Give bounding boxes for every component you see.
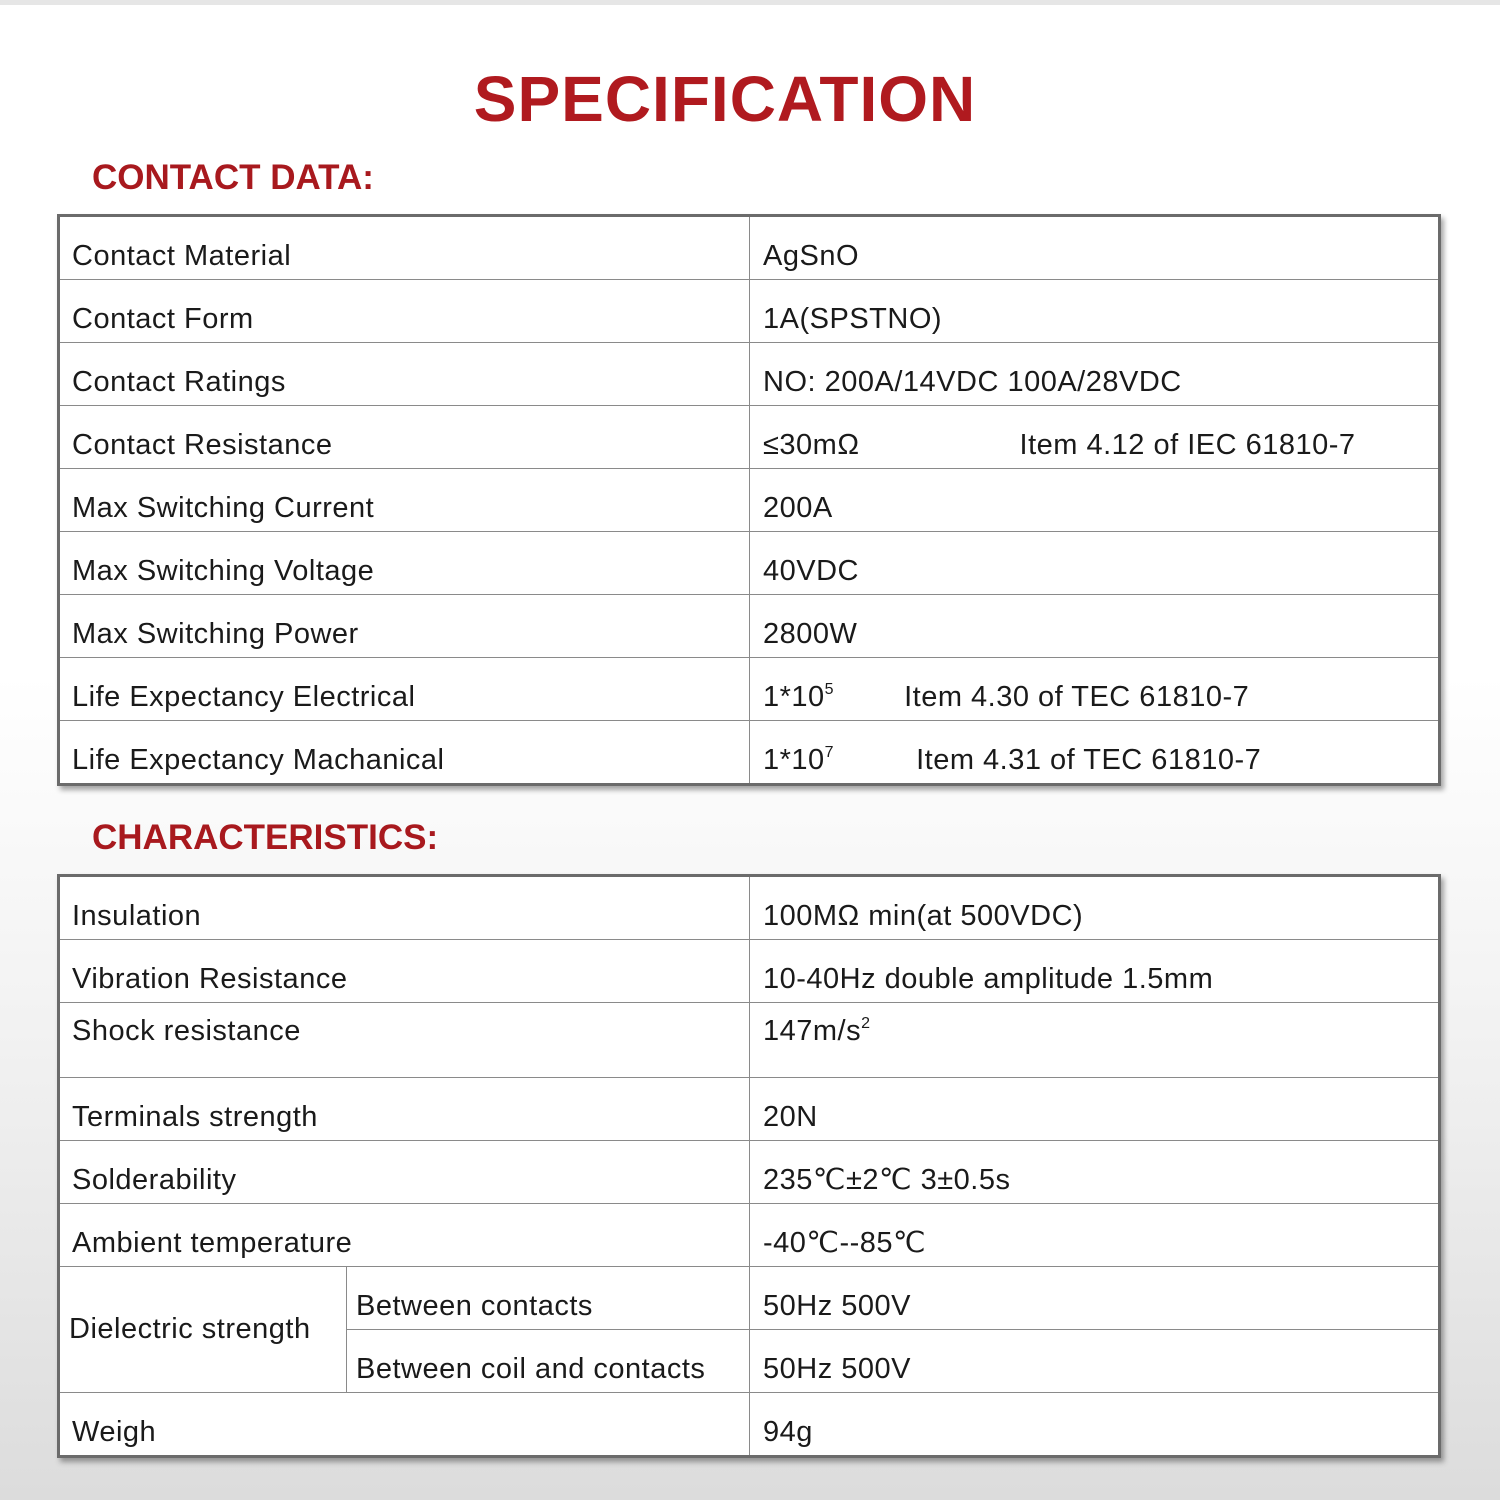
contact-data-heading: CONTACT DATA: <box>92 158 374 197</box>
spec-label: Max Switching Power <box>58 594 750 658</box>
spec-value: 40VDC <box>749 531 1440 595</box>
table-row: Contact Ratings NO: 200A/14VDC 100A/28VDC <box>58 342 1440 406</box>
page-title: SPECIFICATION <box>473 63 977 135</box>
value-text: 40VDC <box>763 555 859 587</box>
value-text: 200A <box>763 492 833 524</box>
superscript: 2 <box>861 1015 871 1032</box>
value-text: 235℃±2℃ 3±0.5s <box>763 1164 1011 1196</box>
value-text: 10-40Hz double amplitude 1.5mm <box>763 963 1214 995</box>
spec-label: Vibration Resistance <box>58 939 750 1003</box>
spec-label: Contact Ratings <box>58 342 750 406</box>
characteristics-heading: CHARACTERISTICS: <box>92 818 439 857</box>
value-text: AgSnO <box>763 240 859 272</box>
spec-value: 100MΩ min(at 500VDC) <box>749 875 1440 940</box>
superscript: 7 <box>824 744 835 761</box>
spec-value: 10-40Hz double amplitude 1.5mm <box>749 939 1440 1003</box>
dielectric-sub-label: Between contacts <box>346 1266 750 1330</box>
spec-value: 1*107 Item 4.31 of TEC 61810-7 <box>749 720 1440 785</box>
spec-label: Life Expectancy Electrical <box>58 657 750 721</box>
table-row: Between coil and contacts 50Hz 500V <box>59 1329 1440 1393</box>
characteristics-table: Insulation 100MΩ min(at 500VDC) Vibration … <box>57 874 1441 1458</box>
table-row: Ambient temperature -40℃--85℃ <box>58 1203 1440 1267</box>
table-row: Max Switching Current 200A <box>58 468 1440 532</box>
table-row: Dielectric strength Between contacts 50Hz … <box>58 1266 1440 1393</box>
spec-value: NO: 200A/14VDC 100A/28VDC <box>749 342 1440 406</box>
table-row: Solderability 235℃±2℃ 3±0.5s <box>58 1140 1440 1204</box>
spec-label: Shock resistance <box>58 1002 750 1078</box>
spec-value: 147m/s2 <box>749 1002 1440 1078</box>
spec-label: Weigh <box>58 1392 750 1457</box>
standard-note: Item 4.12 of IEC 61810-7 <box>1019 429 1356 461</box>
table-row: Contact Material AgSnO <box>58 215 1440 280</box>
table-row: Contact Form 1A(SPSTNO) <box>58 279 1440 343</box>
spec-value: 94g <box>749 1392 1440 1457</box>
spec-value: 50Hz 500V <box>749 1266 1440 1330</box>
value-text: NO: 200A/14VDC 100A/28VDC <box>763 366 1182 398</box>
spec-label: Max Switching Current <box>58 468 750 532</box>
spec-value: 1A(SPSTNO) <box>749 279 1440 343</box>
spec-label: Life Expectancy Machanical <box>58 720 750 785</box>
spec-value: AgSnO <box>749 215 1440 280</box>
spec-label: Solderability <box>58 1140 750 1204</box>
standard-note: Item 4.30 of TEC 61810-7 <box>904 681 1250 713</box>
table-row: Life Expectancy Electrical 1*105 Item 4.30… <box>58 657 1440 721</box>
spec-label: Contact Resistance <box>58 405 750 469</box>
value-text: ≤30mΩ <box>763 429 860 461</box>
table-row: Max Switching Voltage 40VDC <box>58 531 1440 595</box>
value-text: 1*10 <box>763 744 825 776</box>
table-row: Contact Resistance ≤30mΩ Item 4.12 of IEC … <box>58 405 1440 469</box>
top-bar <box>0 0 1500 5</box>
table-row: Shock resistance 147m/s2 <box>58 1002 1440 1078</box>
superscript: 5 <box>824 681 835 698</box>
dielectric-label: Dielectric strength <box>58 1266 347 1393</box>
spec-label: Max Switching Voltage <box>58 531 750 595</box>
spec-value: 235℃±2℃ 3±0.5s <box>749 1140 1440 1204</box>
spec-value: -40℃--85℃ <box>749 1203 1440 1267</box>
table-row: Insulation 100MΩ min(at 500VDC) <box>58 875 1440 940</box>
value-text: 147m/s <box>763 1015 862 1047</box>
table-row: Max Switching Power 2800W <box>58 594 1440 658</box>
contact-data-table: Contact Material AgSnO Contact Form 1A(SPST… <box>57 214 1441 786</box>
value-text: 20N <box>763 1101 818 1133</box>
spec-value: ≤30mΩ Item 4.12 of IEC 61810-7 <box>749 405 1440 469</box>
value-text: 100MΩ min(at 500VDC) <box>763 900 1084 932</box>
table-row: Vibration Resistance 10-40Hz double ampli… <box>58 939 1440 1003</box>
spec-label: Insulation <box>58 875 750 940</box>
value-text: -40℃--85℃ <box>763 1227 927 1259</box>
table-row: Weigh 94g <box>58 1392 1440 1457</box>
table-row: Life Expectancy Machanical 1*107 Item 4.31… <box>58 720 1440 785</box>
spec-value: 2800W <box>749 594 1440 658</box>
spec-value: 1*105 Item 4.30 of TEC 61810-7 <box>749 657 1440 721</box>
table-row: Terminals strength 20N <box>58 1077 1440 1141</box>
value-text: 2800W <box>763 618 858 650</box>
spec-value: 50Hz 500V <box>749 1329 1440 1393</box>
value-text: 1A(SPSTNO) <box>763 303 943 335</box>
spec-label: Terminals strength <box>58 1077 750 1141</box>
spec-value: 200A <box>749 468 1440 532</box>
value-text: 1*10 <box>763 681 825 713</box>
value-text: 94g <box>763 1416 813 1448</box>
standard-note: Item 4.31 of TEC 61810-7 <box>916 744 1262 776</box>
spec-label: Ambient temperature <box>58 1203 750 1267</box>
spec-label: Contact Material <box>58 215 750 280</box>
spec-value: 20N <box>749 1077 1440 1141</box>
dielectric-sub-label: Between coil and contacts <box>346 1329 750 1393</box>
spec-label: Contact Form <box>58 279 750 343</box>
